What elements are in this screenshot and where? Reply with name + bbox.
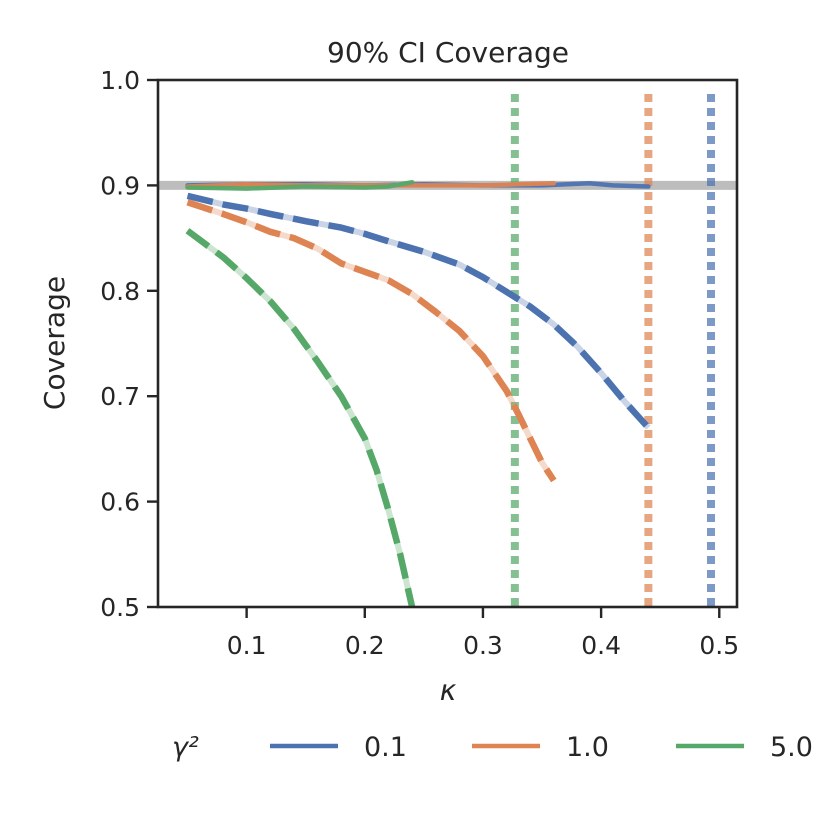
x-axis-label: κ: [440, 674, 457, 707]
x-tick-label-1: 0.2: [345, 631, 385, 660]
y-tick-label-0: 0.5: [100, 593, 140, 622]
naive-curve-1: [186, 199, 557, 483]
calibrated-curve-2: [185, 179, 415, 191]
naive-underlay-0: [186, 192, 651, 430]
x-tick-label-3: 0.4: [581, 631, 621, 660]
legend-title: γ²: [172, 732, 199, 763]
x-tick-label-0: 0.1: [227, 631, 267, 660]
y-tick-label-1: 0.6: [100, 488, 140, 517]
y-tick-label-4: 0.9: [100, 171, 140, 200]
plot-area: [158, 94, 737, 607]
y-tick-label-2: 0.7: [100, 382, 140, 411]
legend-label-0: 0.1: [364, 732, 407, 763]
naive-underlay-1: [186, 199, 557, 483]
naive-curve-2: [185, 228, 416, 607]
naive-curve-0: [186, 192, 651, 430]
naive-underlay-2: [185, 228, 416, 607]
axes-frame: [156, 78, 739, 609]
y-axis: 0.5 0.6 0.7 0.8 0.9 1.0: [100, 66, 158, 622]
x-tick-label-2: 0.3: [463, 631, 503, 660]
x-tick-label-4: 0.5: [699, 631, 739, 660]
legend-label-1: 1.0: [566, 732, 609, 763]
x-axis: 0.1 0.2 0.3 0.4 0.5: [227, 607, 739, 660]
y-axis-label: Coverage: [38, 276, 71, 410]
chart-title: 90% CI Coverage: [327, 36, 569, 69]
legend: γ² 0.1 1.0 5.0: [172, 732, 813, 763]
y-tick-label-5: 1.0: [100, 66, 140, 95]
y-tick-label-3: 0.8: [100, 277, 140, 306]
legend-label-2: 5.0: [770, 732, 813, 763]
